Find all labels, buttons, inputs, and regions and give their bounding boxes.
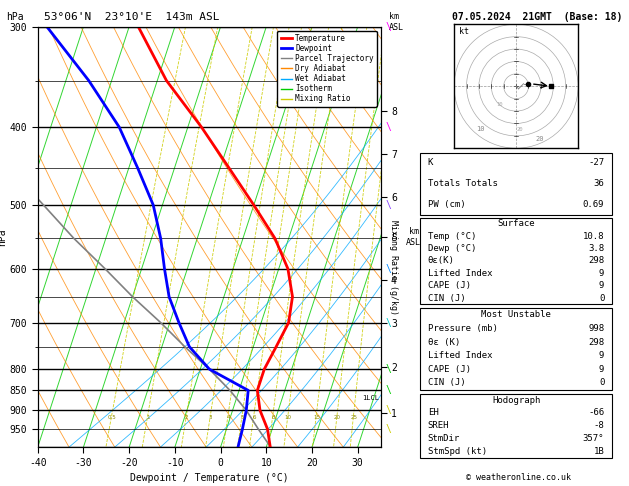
Text: Dewp (°C): Dewp (°C) (428, 244, 476, 253)
Text: CAPE (J): CAPE (J) (428, 281, 471, 290)
Text: \: \ (386, 424, 392, 434)
Text: 298: 298 (588, 257, 604, 265)
Text: 6: 6 (252, 415, 256, 420)
Text: 3: 3 (209, 415, 213, 420)
Text: 357°: 357° (583, 434, 604, 443)
Legend: Temperature, Dewpoint, Parcel Trajectory, Dry Adiabat, Wet Adiabat, Isotherm, Mi: Temperature, Dewpoint, Parcel Trajectory… (277, 31, 377, 106)
Text: K: K (428, 158, 433, 168)
Text: hPa: hPa (6, 12, 24, 22)
Text: 0: 0 (599, 294, 604, 303)
Text: 0.69: 0.69 (583, 200, 604, 209)
Text: -8: -8 (594, 421, 604, 430)
Text: 998: 998 (588, 324, 604, 333)
Text: Hodograph: Hodograph (492, 396, 540, 404)
Text: 1: 1 (147, 415, 150, 420)
Text: -27: -27 (588, 158, 604, 168)
X-axis label: Dewpoint / Temperature (°C): Dewpoint / Temperature (°C) (130, 473, 289, 483)
Text: 10.8: 10.8 (583, 232, 604, 241)
Text: SREH: SREH (428, 421, 449, 430)
Text: kt: kt (459, 27, 469, 36)
Text: 9: 9 (599, 351, 604, 360)
Text: Lifted Index: Lifted Index (428, 269, 493, 278)
Y-axis label: hPa: hPa (0, 228, 7, 246)
Text: Mixing Ratio (g/kg): Mixing Ratio (g/kg) (389, 220, 398, 315)
Text: StmDir: StmDir (428, 434, 460, 443)
Text: 10: 10 (476, 126, 485, 132)
Text: StmSpd (kt): StmSpd (kt) (428, 447, 487, 456)
Text: 298: 298 (588, 338, 604, 347)
Text: EH: EH (428, 408, 438, 417)
Text: Surface: Surface (498, 219, 535, 228)
Text: Most Unstable: Most Unstable (481, 311, 551, 319)
Text: km
ASL: km ASL (389, 12, 404, 32)
Y-axis label: km
ASL: km ASL (406, 227, 421, 246)
Text: 4: 4 (226, 415, 230, 420)
Text: \: \ (386, 364, 392, 374)
Text: \: \ (386, 405, 392, 416)
Text: © weatheronline.co.uk: © weatheronline.co.uk (467, 473, 571, 482)
Text: PW (cm): PW (cm) (428, 200, 465, 209)
Text: Temp (°C): Temp (°C) (428, 232, 476, 241)
Text: 20: 20 (334, 415, 341, 420)
Text: \: \ (386, 200, 392, 210)
Text: \: \ (386, 317, 392, 328)
Text: CAPE (J): CAPE (J) (428, 365, 471, 374)
Text: \: \ (386, 122, 392, 132)
Text: -66: -66 (588, 408, 604, 417)
Text: 15: 15 (313, 415, 320, 420)
Text: 25: 25 (350, 415, 357, 420)
Text: 8: 8 (271, 415, 275, 420)
Text: 9: 9 (599, 365, 604, 374)
Text: 07.05.2024  21GMT  (Base: 18): 07.05.2024 21GMT (Base: 18) (452, 12, 623, 22)
Text: \: \ (386, 385, 392, 396)
Text: 0: 0 (599, 379, 604, 387)
Text: 3.8: 3.8 (588, 244, 604, 253)
Text: Pressure (mb): Pressure (mb) (428, 324, 498, 333)
Text: 20: 20 (516, 127, 523, 132)
Text: 9: 9 (599, 269, 604, 278)
Text: 5: 5 (240, 415, 244, 420)
Text: 1B: 1B (594, 447, 604, 456)
Text: 20: 20 (536, 136, 545, 142)
Text: CIN (J): CIN (J) (428, 294, 465, 303)
Text: \: \ (386, 264, 392, 274)
Text: 36: 36 (594, 179, 604, 188)
Text: 10: 10 (496, 102, 503, 107)
Text: 10: 10 (284, 415, 292, 420)
Text: \: \ (386, 22, 392, 32)
Text: CIN (J): CIN (J) (428, 379, 465, 387)
Text: 0.5: 0.5 (108, 415, 116, 420)
Text: Lifted Index: Lifted Index (428, 351, 493, 360)
Text: 2: 2 (185, 415, 189, 420)
Text: 9: 9 (599, 281, 604, 290)
Text: 53°06'N  23°10'E  143m ASL: 53°06'N 23°10'E 143m ASL (44, 12, 220, 22)
Text: θε(K): θε(K) (428, 257, 455, 265)
Text: 1LCL: 1LCL (362, 396, 379, 401)
Text: θε (K): θε (K) (428, 338, 460, 347)
Text: Totals Totals: Totals Totals (428, 179, 498, 188)
